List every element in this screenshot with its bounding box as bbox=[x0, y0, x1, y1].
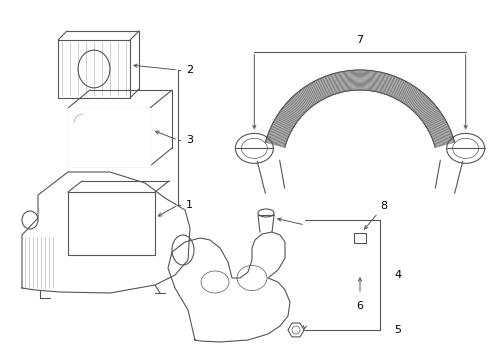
Polygon shape bbox=[22, 172, 190, 293]
Text: 2: 2 bbox=[185, 65, 193, 75]
Polygon shape bbox=[168, 232, 289, 342]
Text: 6: 6 bbox=[356, 301, 363, 311]
Polygon shape bbox=[287, 323, 304, 337]
Text: 3: 3 bbox=[185, 135, 193, 145]
Text: 8: 8 bbox=[380, 201, 387, 211]
Text: 7: 7 bbox=[356, 35, 363, 45]
Polygon shape bbox=[68, 108, 150, 166]
Text: 5: 5 bbox=[393, 325, 400, 335]
Text: 1: 1 bbox=[185, 200, 193, 210]
Text: 4: 4 bbox=[393, 270, 400, 280]
